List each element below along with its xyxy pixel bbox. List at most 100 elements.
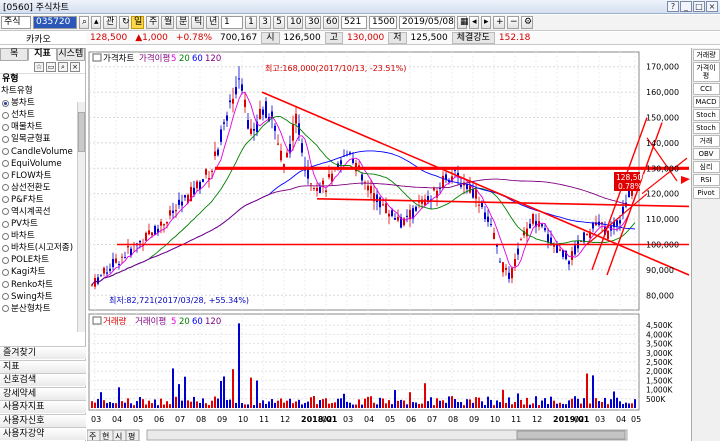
radio-icon[interactable] xyxy=(2,256,9,264)
indicator-shortcut-button[interactable]: 거래 xyxy=(692,135,720,147)
chart-type-item[interactable]: P&F차트 xyxy=(0,194,85,206)
indicator-shortcut-button[interactable]: 가격이평 xyxy=(692,62,720,82)
trend-line[interactable] xyxy=(646,137,678,182)
section-chart-type[interactable]: 차트유형 xyxy=(0,85,85,97)
calendar-icon[interactable]: ▦ xyxy=(457,16,469,29)
star-icon[interactable]: ☆ xyxy=(34,62,44,72)
chart-type-item[interactable]: PV차트 xyxy=(0,218,85,230)
indicator-shortcut-button[interactable]: RSI xyxy=(692,174,720,186)
radio-icon[interactable] xyxy=(2,99,9,107)
count-input[interactable]: 521 xyxy=(341,16,367,29)
radio-icon[interactable] xyxy=(2,135,9,143)
minute-60-button[interactable]: 60 xyxy=(323,16,339,29)
settings-icon[interactable]: ⚙ xyxy=(521,16,533,29)
period-tick-button[interactable]: 틱 xyxy=(191,16,204,29)
zoom-in-icon[interactable]: + xyxy=(493,16,505,29)
indicator-shortcut-button[interactable]: MACD xyxy=(692,96,720,108)
legend-box-icon[interactable] xyxy=(92,53,102,62)
chart-type-item[interactable]: CandleVolume xyxy=(0,145,85,157)
period-year-button[interactable]: 년 xyxy=(206,16,219,29)
chart-type-item[interactable]: FLOW차트 xyxy=(0,170,85,182)
radio-icon[interactable] xyxy=(2,123,9,131)
stock-chart[interactable]: 170,000 160,000 150,000 140,000 130,000 120,0… xyxy=(86,48,690,442)
sidebar-menu-item[interactable]: 지표 xyxy=(0,359,86,373)
query-button[interactable]: 관 xyxy=(103,16,117,29)
indicator-shortcut-button[interactable]: Pivot xyxy=(692,187,720,199)
sidebar-menu-item[interactable]: 사용자지표 xyxy=(0,400,86,413)
trend-line[interactable] xyxy=(591,117,648,271)
chart-type-item[interactable]: 일목균형표 xyxy=(0,133,85,145)
radio-icon[interactable] xyxy=(2,293,9,301)
tab-list[interactable]: 목 xyxy=(0,48,29,61)
interval-select[interactable]: 1 xyxy=(221,16,243,29)
trend-line[interactable] xyxy=(586,193,648,245)
stock-code-input[interactable]: 035720 xyxy=(33,16,77,29)
scroll-right-icon[interactable]: ▸ xyxy=(481,16,491,29)
search-icon[interactable]: ⌕ xyxy=(58,62,68,72)
scroll-left-icon[interactable]: ◂ xyxy=(469,16,479,29)
radio-icon[interactable] xyxy=(2,160,9,168)
market-select[interactable]: 주식 xyxy=(1,16,31,29)
tab-indicator[interactable]: 지표 xyxy=(28,48,57,61)
minute-1-button[interactable]: 1 xyxy=(245,16,257,29)
radio-icon[interactable] xyxy=(2,172,9,180)
radio-icon[interactable] xyxy=(2,268,9,276)
chart-type-item[interactable]: Renko차트 xyxy=(0,279,85,291)
sidebar-menu-item[interactable]: 사용자강약 xyxy=(0,427,86,440)
arrow-up-icon[interactable]: ▴ xyxy=(91,16,101,29)
period-day-button[interactable]: 일 xyxy=(131,16,144,29)
chart-type-item[interactable]: EquiVolume xyxy=(0,158,85,170)
indicator-shortcut-button[interactable]: 심리 xyxy=(692,161,720,173)
minute-10-button[interactable]: 10 xyxy=(287,16,303,29)
chart-type-item[interactable]: 삼선전환도 xyxy=(0,182,85,194)
chart-scrollbar-thumb[interactable] xyxy=(516,430,626,440)
minute-5-button[interactable]: 5 xyxy=(273,16,285,29)
sidebar-menu-item[interactable]: 즐겨찾기 xyxy=(0,346,86,359)
chart-area[interactable]: 170,000 160,000 150,000 140,000 130,000 120,0… xyxy=(86,48,690,442)
trend-line[interactable] xyxy=(316,197,690,208)
radio-icon[interactable] xyxy=(2,208,9,216)
indicator-shortcut-button[interactable]: OBV xyxy=(692,148,720,160)
maximize-button[interactable]: □ xyxy=(693,1,705,12)
sidebar-scrollbar[interactable] xyxy=(77,102,85,332)
chart-scrollbar[interactable] xyxy=(146,429,628,441)
sidebar-menu-item[interactable]: 사용자신호 xyxy=(0,413,86,427)
radio-icon[interactable] xyxy=(2,281,9,289)
chart-type-item[interactable]: POLE차트 xyxy=(0,254,85,266)
chart-type-item[interactable]: 봉차트 xyxy=(0,97,85,109)
period-month-button[interactable]: 월 xyxy=(161,16,174,29)
period-week-button[interactable]: 주 xyxy=(146,16,159,29)
radio-icon[interactable] xyxy=(2,111,9,119)
radio-icon[interactable] xyxy=(2,148,9,156)
chart-type-item[interactable]: 매물차트 xyxy=(0,121,85,133)
indicator-shortcut-button[interactable]: Stoch xyxy=(692,109,720,121)
tab-system[interactable]: 시스템 xyxy=(56,48,85,61)
search-icon[interactable]: ⌕ xyxy=(79,16,89,29)
close-button[interactable]: × xyxy=(706,1,718,12)
trend-line[interactable] xyxy=(606,122,663,276)
folder-icon[interactable]: ▭ xyxy=(46,62,56,72)
help-button[interactable]: ? xyxy=(667,1,679,12)
period-minute-button[interactable]: 분 xyxy=(176,16,189,29)
radio-icon[interactable] xyxy=(2,244,9,252)
date-input[interactable]: 2019/05/08 xyxy=(399,16,455,29)
close-icon[interactable]: × xyxy=(70,62,80,72)
legend-box-icon[interactable] xyxy=(92,316,102,325)
minute-3-button[interactable]: 3 xyxy=(259,16,271,29)
chart-type-item[interactable]: 바차트(시고저종) xyxy=(0,242,85,254)
zoom-out-icon[interactable]: − xyxy=(507,16,519,29)
indicator-shortcut-button[interactable]: Stoch xyxy=(692,122,720,134)
chart-type-item[interactable]: 역시계곡선 xyxy=(0,206,85,218)
radio-icon[interactable] xyxy=(2,305,9,313)
indicator-shortcut-button[interactable]: CCI xyxy=(692,83,720,95)
radio-icon[interactable] xyxy=(2,196,9,204)
scrollbar-thumb[interactable] xyxy=(78,112,85,152)
chart-type-item[interactable]: Swing차트 xyxy=(0,291,85,303)
indicator-shortcut-button[interactable]: 거래량 xyxy=(692,49,720,61)
sidebar-menu-item[interactable]: 신호검색 xyxy=(0,373,86,386)
minute-30-button[interactable]: 30 xyxy=(305,16,321,29)
sidebar-menu-item[interactable]: 강세약세 xyxy=(0,386,86,400)
stock-name-box[interactable]: 카카오 xyxy=(0,32,86,45)
radio-icon[interactable] xyxy=(2,184,9,192)
chart-type-item[interactable]: 바차트 xyxy=(0,230,85,242)
